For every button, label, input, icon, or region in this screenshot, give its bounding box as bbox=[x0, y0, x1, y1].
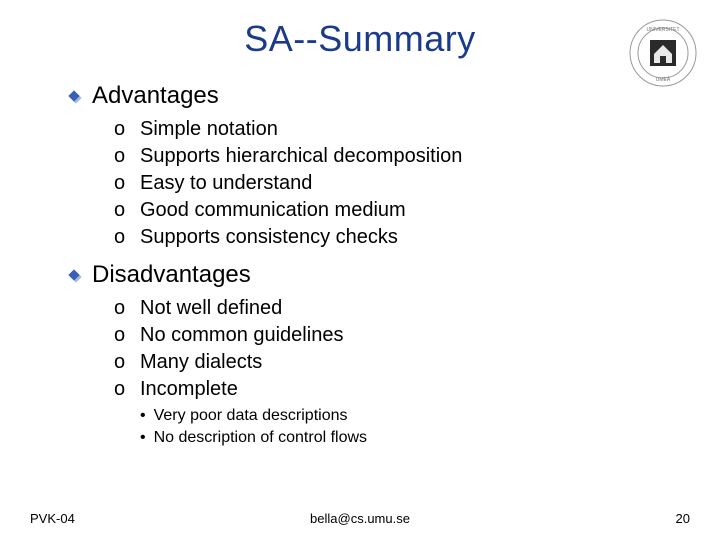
item-marker: o bbox=[114, 376, 130, 403]
item-text: Good communication medium bbox=[140, 197, 406, 224]
diamond-bullet-icon bbox=[68, 269, 82, 283]
item-marker: o bbox=[114, 322, 130, 349]
list-item: o Incomplete bbox=[114, 376, 680, 403]
item-text: Supports consistency checks bbox=[140, 224, 398, 251]
item-marker: o bbox=[114, 224, 130, 251]
footer-page-number: 20 bbox=[676, 511, 690, 526]
item-list: o Not well defined o No common guideline… bbox=[68, 295, 680, 403]
list-item: o Easy to understand bbox=[114, 170, 680, 197]
svg-text:UNIVERSITET: UNIVERSITET bbox=[646, 27, 679, 33]
footer-left: PVK-04 bbox=[30, 511, 75, 526]
svg-text:UMEÅ: UMEÅ bbox=[656, 76, 671, 83]
item-marker: o bbox=[114, 349, 130, 376]
item-text: Many dialects bbox=[140, 349, 262, 376]
item-text: No common guidelines bbox=[140, 322, 343, 349]
item-marker: o bbox=[114, 143, 130, 170]
list-item: o Supports consistency checks bbox=[114, 224, 680, 251]
item-marker: o bbox=[114, 197, 130, 224]
list-item: o Not well defined bbox=[114, 295, 680, 322]
sub-list-item: • No description of control flows bbox=[140, 427, 680, 449]
item-marker: o bbox=[114, 295, 130, 322]
slide-title: SA--Summary bbox=[40, 18, 680, 60]
section-title: Disadvantages bbox=[92, 261, 251, 289]
section-header: Advantages bbox=[68, 82, 680, 110]
list-item: o Simple notation bbox=[114, 116, 680, 143]
university-logo: UNIVERSITET UMEÅ bbox=[628, 18, 698, 88]
section-advantages: Advantages o Simple notation o Supports … bbox=[68, 82, 680, 251]
diamond-bullet-icon bbox=[68, 90, 82, 104]
item-text: Incomplete bbox=[140, 376, 238, 403]
content-area: Advantages o Simple notation o Supports … bbox=[40, 82, 680, 448]
item-text: Easy to understand bbox=[140, 170, 312, 197]
footer-center: bella@cs.umu.se bbox=[310, 511, 410, 526]
section-header: Disadvantages bbox=[68, 261, 680, 289]
subitem-marker: • bbox=[140, 427, 146, 449]
slide-footer: PVK-04 bella@cs.umu.se 20 bbox=[0, 511, 720, 526]
item-list: o Simple notation o Supports hierarchica… bbox=[68, 116, 680, 251]
section-disadvantages: Disadvantages o Not well defined o No co… bbox=[68, 261, 680, 448]
slide: UNIVERSITET UMEÅ SA--Summary Advantages … bbox=[0, 0, 720, 540]
list-item: o Many dialects bbox=[114, 349, 680, 376]
subitem-text: Very poor data descriptions bbox=[154, 405, 348, 427]
item-marker: o bbox=[114, 170, 130, 197]
subitem-list: • Very poor data descriptions • No descr… bbox=[68, 405, 680, 448]
sub-list-item: • Very poor data descriptions bbox=[140, 405, 680, 427]
item-text: Supports hierarchical decomposition bbox=[140, 143, 462, 170]
subitem-text: No description of control flows bbox=[154, 427, 367, 449]
list-item: o Good communication medium bbox=[114, 197, 680, 224]
item-text: Not well defined bbox=[140, 295, 282, 322]
logo-icon: UNIVERSITET UMEÅ bbox=[628, 18, 698, 88]
list-item: o No common guidelines bbox=[114, 322, 680, 349]
item-text: Simple notation bbox=[140, 116, 278, 143]
item-marker: o bbox=[114, 116, 130, 143]
section-title: Advantages bbox=[92, 82, 219, 110]
subitem-marker: • bbox=[140, 405, 146, 427]
list-item: o Supports hierarchical decomposition bbox=[114, 143, 680, 170]
